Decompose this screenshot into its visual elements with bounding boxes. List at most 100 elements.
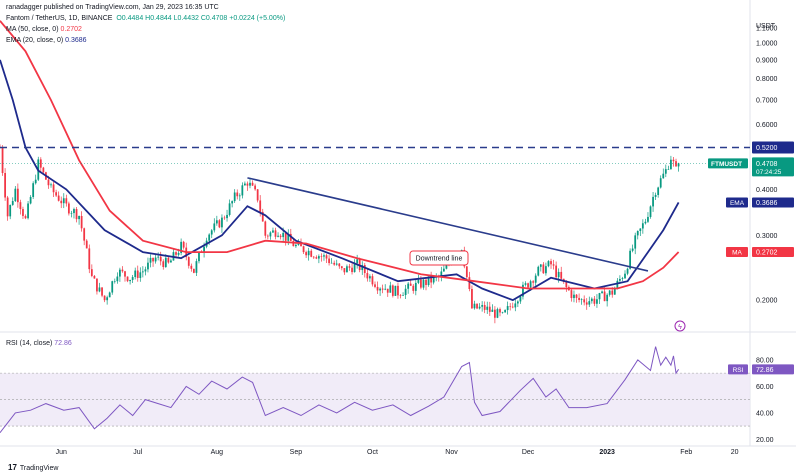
candle-body (384, 288, 387, 290)
lightning-icon-glyph: ϟ (678, 324, 682, 331)
candle-body (106, 297, 109, 301)
candle-body (27, 203, 29, 219)
candle-body (246, 183, 249, 186)
rsi-tick-label: 60.00 (756, 384, 774, 391)
rsi-legend[interactable]: RSI (14, close) 72.86 (6, 340, 72, 347)
candle-body (111, 281, 114, 293)
candle-body (83, 228, 86, 241)
rsi-line (0, 346, 680, 434)
ma-legend[interactable]: MA (50, close, 0) 0.2702 (6, 26, 82, 33)
candle-body (159, 256, 162, 262)
candle-body (164, 257, 167, 268)
candle-body (585, 302, 588, 305)
ma-tag (726, 247, 748, 258)
candle-body (409, 283, 412, 286)
candle-body (47, 179, 50, 186)
candle-body (67, 203, 70, 214)
rsi-tag (728, 364, 748, 375)
price-tick-label: 1.0000 (756, 41, 778, 48)
candle-body (182, 241, 185, 248)
candle-body (552, 264, 555, 266)
candle-body (317, 256, 320, 259)
candle-body (215, 220, 218, 224)
candle-body (509, 306, 512, 307)
candle-body (494, 309, 496, 318)
candle-body (664, 169, 667, 174)
candle-body (519, 296, 522, 302)
candle-body (534, 275, 537, 283)
candle-body (629, 250, 631, 269)
candle-body (147, 262, 149, 270)
candle-body (60, 200, 63, 204)
candle-body (486, 306, 489, 310)
candle-body (483, 305, 486, 310)
candle-body (386, 288, 389, 293)
downtrend-line (247, 177, 649, 272)
candle-body (187, 257, 190, 266)
candle-body (425, 279, 427, 285)
downtrend-label-box (409, 250, 469, 266)
ma-value-label: 0.2702 (756, 250, 778, 257)
ticker-tag (708, 158, 748, 169)
ma-line (0, 20, 680, 290)
candle-body (427, 276, 430, 285)
tradingview-logo[interactable]: 17 TradingView (8, 463, 59, 472)
candle-body (312, 256, 315, 258)
candle-body (32, 183, 35, 197)
candle-body (399, 295, 402, 296)
candle-body (496, 309, 499, 318)
rsi-tick-label: 40.00 (756, 410, 774, 417)
candle-body (139, 272, 142, 278)
candle-body (62, 198, 65, 204)
candle-body (302, 246, 305, 253)
price-tick-label: 0.2000 (756, 298, 778, 305)
ohlc-values: O0.4484 H0.4844 L0.4432 C0.4708 +0.0224 … (116, 15, 286, 22)
time-tick-label: Aug (211, 449, 224, 456)
candle-body (516, 301, 519, 304)
candle-body (11, 201, 14, 205)
time-tick-label: Jul (133, 449, 142, 456)
candle-body (144, 269, 147, 272)
candle-body (333, 262, 336, 265)
published-info: ranadagger published on TradingView.com,… (6, 4, 219, 11)
candle-body (641, 223, 644, 229)
candle-body (588, 301, 591, 305)
candle-body (208, 234, 211, 241)
candle-body (478, 306, 481, 309)
candle-body (611, 290, 614, 295)
candle-body (180, 241, 183, 253)
candle-body (300, 242, 302, 247)
candle-body (414, 282, 417, 291)
candle-body (177, 252, 180, 255)
candle-body (603, 291, 606, 302)
ema-tag-label: EMA (730, 200, 745, 207)
candle-body (42, 167, 45, 173)
price-tick-label: 0.4000 (756, 187, 778, 194)
candle-body (371, 276, 374, 285)
candle-body (511, 306, 514, 308)
candle-body (52, 184, 55, 193)
candle-body (527, 283, 529, 288)
candle-body (170, 260, 172, 263)
ema-legend[interactable]: EMA (20, close, 0) 0.3686 (6, 37, 87, 44)
candle-body (407, 283, 410, 289)
candle-body (343, 268, 346, 273)
candle-body (412, 285, 415, 291)
candle-body (374, 284, 376, 287)
candle-body (328, 258, 330, 264)
candle-body (136, 270, 139, 278)
ema-line (0, 59, 680, 302)
candle-body (598, 293, 601, 300)
candle-body (575, 294, 578, 298)
candle-body (590, 298, 593, 302)
price-tick-label: 0.9000 (756, 57, 778, 64)
candle-body (557, 271, 560, 278)
candle-body (481, 305, 484, 307)
candle-body (119, 269, 121, 277)
candle-body (228, 203, 231, 215)
candle-body (631, 248, 634, 251)
candle-body (325, 255, 328, 259)
candle-body (422, 279, 425, 288)
candle-body (88, 248, 91, 270)
